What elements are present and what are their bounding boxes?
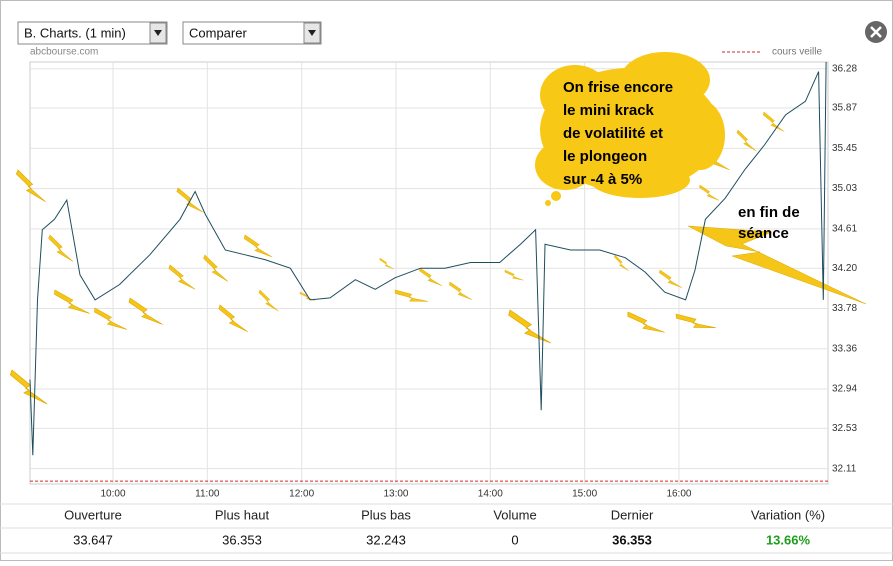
stat-label: Plus haut <box>215 507 270 522</box>
legend-label: cours veille <box>772 47 822 58</box>
cloud-note: le plongeon <box>563 148 647 165</box>
stat-label: Dernier <box>611 507 654 522</box>
x-tick-label: 14:00 <box>478 489 503 500</box>
lightning-bolt <box>627 311 665 333</box>
compare-select-text: Comparer <box>189 25 247 40</box>
dropdown-arrow <box>308 30 316 36</box>
cloud-bubble <box>545 200 551 206</box>
source: abcbourse.com <box>30 47 98 58</box>
cloud <box>535 52 725 206</box>
cloud-puff <box>535 140 595 190</box>
y-tick-label: 34.20 <box>832 263 857 274</box>
stat-value: 32.243 <box>366 532 406 547</box>
stat-label: Plus bas <box>361 507 411 522</box>
cloud-note: de volatilité et <box>563 125 663 142</box>
stat-value: 36.353 <box>222 532 262 547</box>
lightning-bolt <box>203 254 229 282</box>
y-tick-label: 33.78 <box>832 303 857 314</box>
y-tick-label: 36.28 <box>832 63 857 74</box>
lightning-bolt <box>419 267 442 286</box>
x-tick-label: 13:00 <box>383 489 408 500</box>
cloud-puff <box>675 100 725 170</box>
lightning-bolt <box>48 234 74 262</box>
stat-value: 33.647 <box>73 532 113 547</box>
lightning-bolt <box>699 184 720 201</box>
lightning-bolt <box>243 234 273 258</box>
cloud-puff <box>590 162 690 198</box>
stat-label: Variation (%) <box>751 507 825 522</box>
stat-value: 36.353 <box>612 532 652 547</box>
y-tick-label: 33.36 <box>832 343 857 354</box>
cloud-puff <box>620 52 710 108</box>
y-tick-label: 32.11 <box>832 463 857 474</box>
y-tick-label: 32.53 <box>832 423 857 434</box>
x-tick-label: 10:00 <box>100 489 125 500</box>
lightning-bolt <box>504 269 524 281</box>
cloud-note: le mini krack <box>563 102 655 119</box>
lightning-bolt <box>94 307 128 330</box>
lightning-bolt <box>659 269 682 288</box>
end-note: en fin de <box>738 204 800 221</box>
lightning-bolt <box>379 257 394 270</box>
lightning-bolt <box>762 111 785 132</box>
x-tick-label: 11:00 <box>195 489 220 500</box>
stat-label: Ouverture <box>64 507 122 522</box>
lightning-bolt <box>675 313 716 328</box>
lightning-bolt <box>128 297 163 325</box>
lightning-bolt <box>258 289 279 312</box>
cloud-note: sur -4 à 5% <box>563 171 642 188</box>
lightning-bolt <box>394 289 429 302</box>
y-tick-label: 32.94 <box>832 384 857 395</box>
x-tick-label: 15:00 <box>572 489 597 500</box>
compare-select[interactable] <box>182 21 322 45</box>
lightning-bolt <box>15 169 46 202</box>
lightning-bolt <box>613 254 629 271</box>
lightning-bolt <box>218 304 248 332</box>
dropdown-arrow <box>154 30 162 36</box>
y-tick-label: 35.45 <box>832 143 857 154</box>
price-line <box>29 61 827 456</box>
x-tick-label: 12:00 <box>289 489 314 500</box>
cloud-note: On frise encore <box>563 79 673 96</box>
lightning-bolt <box>168 264 196 290</box>
cloud-puff <box>540 65 610 125</box>
x-tick-label: 16:00 <box>666 489 691 500</box>
lightning-bolt <box>54 289 90 314</box>
lightning-bolt <box>736 129 757 152</box>
end-note: séance <box>738 225 789 242</box>
lightning-bolt <box>508 309 551 344</box>
y-tick-label: 35.87 <box>832 103 857 114</box>
close-icon <box>870 26 882 38</box>
plot-area <box>29 61 829 485</box>
stat-value: 13.66% <box>766 532 811 547</box>
stat-label: Volume <box>493 507 536 522</box>
period-select-text: B. Charts. (1 min) <box>24 25 126 40</box>
y-tick-label: 34.61 <box>832 224 857 235</box>
stat-value: 0 <box>511 532 518 547</box>
close-button[interactable] <box>865 21 887 43</box>
cloud-bubble <box>551 191 561 201</box>
lightning-bolt <box>687 225 867 305</box>
period-select[interactable] <box>17 21 168 45</box>
y-tick-label: 35.03 <box>832 183 857 194</box>
lightning-bolt <box>449 281 472 300</box>
